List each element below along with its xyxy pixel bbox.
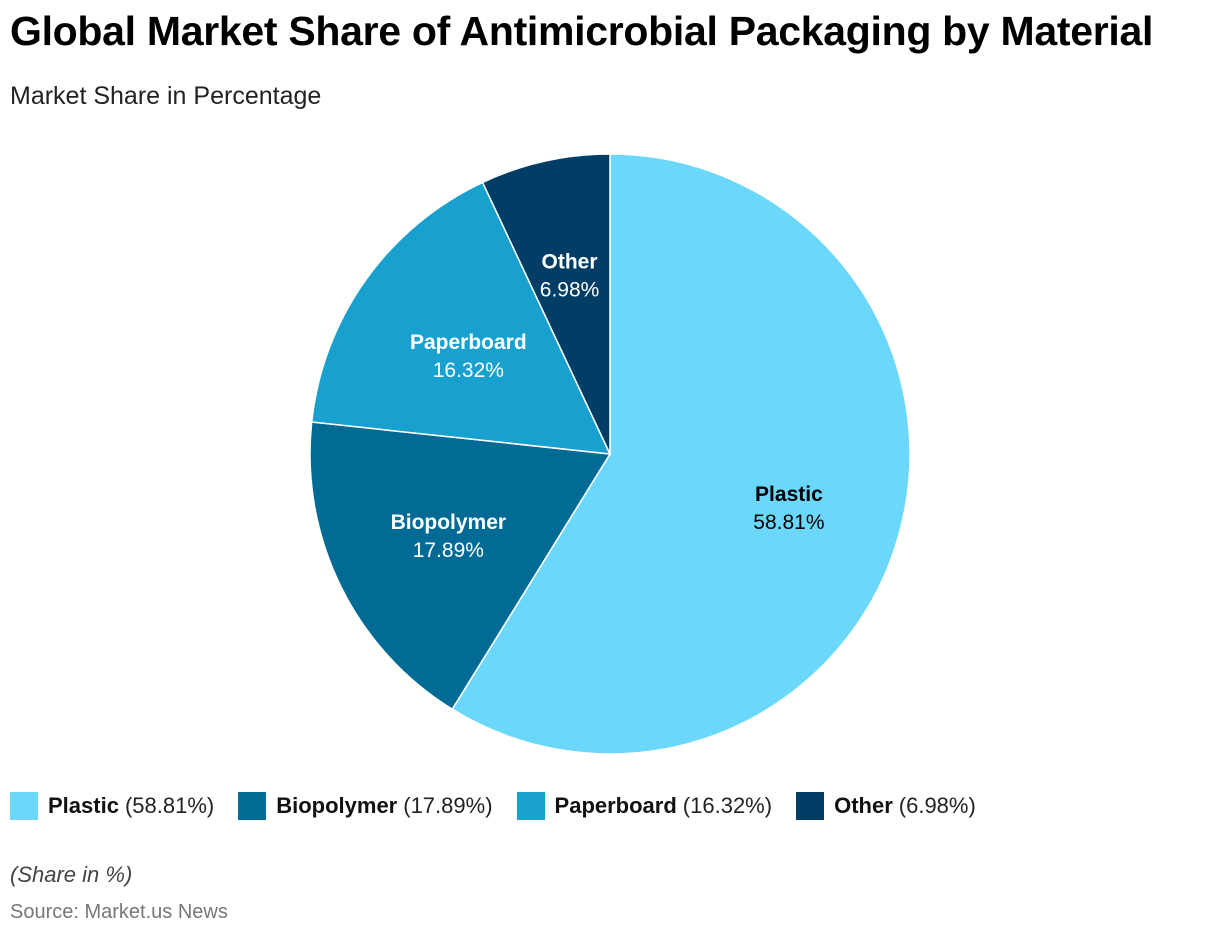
slice-value-other: 6.98% (540, 278, 600, 301)
legend-value-biopolymer: (17.89%) (403, 793, 493, 818)
legend-label-other: Other (834, 793, 893, 818)
chart-note: (Share in %) (10, 862, 133, 887)
legend-item-plastic: Plastic (58.81%) (10, 792, 214, 820)
slice-label-plastic: Plastic (755, 483, 823, 506)
slice-value-plastic: 58.81% (753, 511, 824, 534)
legend-label-plastic: Plastic (48, 793, 119, 818)
chart-subtitle: Market Share in Percentage (10, 82, 322, 110)
legend-item-biopolymer: Biopolymer (17.89%) (238, 792, 493, 820)
legend-item-paperboard: Paperboard (16.32%) (516, 792, 773, 820)
pie-slice-biopolymer (309, 421, 612, 711)
legend: Plastic (58.81%) Biopolymer (17.89%) Pap… (10, 792, 1000, 820)
legend-label-paperboard: Paperboard (554, 793, 677, 818)
chart-source: Source: Market.us News (10, 901, 228, 923)
slice-value-biopolymer: 17.89% (413, 539, 484, 562)
slice-label-paperboard: Paperboard (410, 331, 527, 354)
legend-item-other: Other (6.98%) (796, 792, 976, 820)
legend-value-paperboard: (16.32%) (682, 793, 773, 818)
pie-slice-paperboard (310, 181, 612, 455)
legend-swatch-other (796, 792, 825, 820)
legend-swatch-paperboard (516, 792, 545, 820)
pie-slice-other (481, 153, 611, 455)
legend-value-plastic: (58.81%) (124, 793, 215, 818)
legend-value-other: (6.98%) (898, 793, 976, 818)
legend-swatch-biopolymer (238, 792, 267, 820)
pie-chart: Plastic 58.81% Biopolymer 17.89% Paperboard 1… (309, 153, 911, 755)
chart-title: Global Market Share of Antimicrobial Pac… (10, 8, 1154, 54)
pie-slice-plastic (451, 153, 911, 755)
slice-label-other: Other (542, 250, 598, 273)
legend-label-biopolymer: Biopolymer (276, 793, 398, 818)
slice-value-paperboard: 16.32% (433, 359, 504, 382)
legend-swatch-plastic (10, 792, 38, 820)
slice-label-biopolymer: Biopolymer (391, 511, 507, 534)
